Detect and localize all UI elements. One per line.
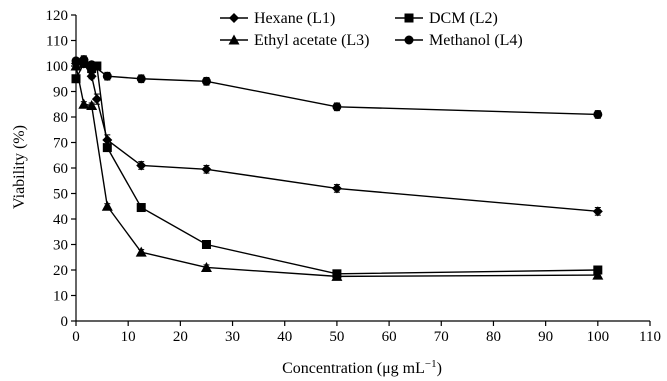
legend-entry-0: Hexane (L1) [220,10,335,27]
data-point [136,160,147,171]
data-point [331,183,342,194]
x-tick-label: 60 [382,329,397,345]
x-tick-label: 70 [434,329,449,345]
legend-label: Methanol (L4) [429,32,523,49]
data-point [78,98,90,109]
data-point [201,76,211,86]
legend-entry-2: Ethyl acetate (L3) [220,32,370,49]
x-tick-label: 90 [538,329,553,345]
y-axis-ticks: 0 10 20 30 40 50 60 70 80 90 100 110 120 [46,8,76,330]
series-1 [71,58,603,279]
legend-marker [404,13,414,23]
x-tick-label: 50 [329,329,344,345]
data-point [136,203,146,213]
data-point [331,270,343,281]
y-tick-label: 20 [53,263,68,279]
x-tick-label: 30 [225,329,240,345]
legend-marker [229,13,239,23]
data-point [201,240,211,249]
data-point [86,71,97,82]
data-point [102,134,113,145]
x-tick-label: 110 [639,329,661,345]
x-tick-label: 100 [587,329,610,345]
data-point [201,164,212,175]
legend-label: Ethyl acetate (L3) [254,32,370,49]
x-tick-label: 10 [121,329,136,345]
legend: Hexane (L1) DCM (L2) Ethyl acetate (L3) Met… [220,10,523,49]
data-point [592,206,603,217]
data-point [593,109,603,119]
series-layer [70,55,604,281]
y-tick-label: 10 [53,289,68,305]
data-point [87,60,97,70]
data-point [102,71,112,81]
legend-label: Hexane (L1) [254,10,335,27]
y-tick-label: 90 [53,85,68,101]
series-line [75,65,598,278]
data-point [101,200,113,211]
data-point [91,94,102,105]
y-tick-label: 110 [46,34,68,50]
data-point [200,261,212,272]
x-tick-label: 80 [486,329,501,345]
data-point [92,61,102,71]
x-axis-ticks: 0 10 20 30 40 50 60 70 80 90 100 110 [72,321,661,345]
y-tick-label: 80 [53,110,68,126]
data-point [332,102,342,112]
legend-entry-3: Methanol (L4) [395,32,523,49]
data-point [79,55,89,65]
y-tick-label: 70 [53,136,68,152]
x-axis-title: Concentration (μg mL−1) [282,358,442,377]
x-tick-label: 0 [72,329,80,345]
data-point [71,74,81,84]
y-tick-label: 0 [61,314,69,330]
y-tick-label: 60 [53,161,68,177]
y-tick-label: 50 [53,187,68,203]
legend-label: DCM (L2) [429,10,498,27]
data-point [86,100,98,111]
y-tick-label: 30 [53,238,68,254]
legend-marker [404,35,414,45]
x-tick-label: 40 [277,329,292,345]
y-axis-title: Viability (%) [11,125,28,209]
legend-entry-1: DCM (L2) [395,10,498,27]
data-point [71,56,81,66]
series-3 [71,55,603,119]
y-tick-label: 40 [53,212,68,228]
y-tick-label: 120 [46,8,69,24]
data-point [102,143,112,153]
legend-marker [228,34,240,45]
data-point [592,269,604,280]
data-point [136,74,146,84]
x-tick-label: 20 [173,329,188,345]
series-0 [71,58,603,217]
data-point [70,60,82,71]
y-tick-label: 100 [46,59,69,75]
series-2 [70,60,604,281]
data-point [135,246,147,257]
series-line [75,62,598,275]
